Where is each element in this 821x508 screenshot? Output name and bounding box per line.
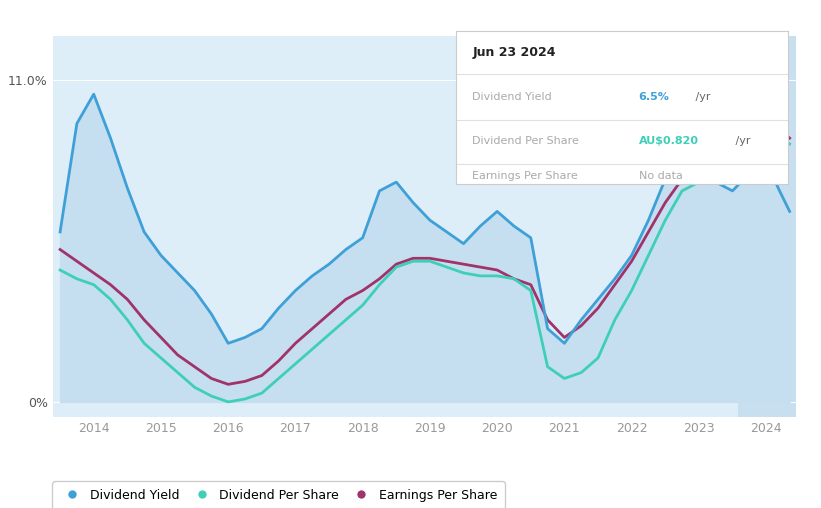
Text: Dividend Yield: Dividend Yield xyxy=(472,92,552,102)
Text: Jun 23 2024: Jun 23 2024 xyxy=(472,46,556,59)
Text: No data: No data xyxy=(639,171,682,181)
Text: /yr: /yr xyxy=(732,136,750,146)
Text: Earnings Per Share: Earnings Per Share xyxy=(472,171,578,181)
Text: 6.5%: 6.5% xyxy=(639,92,669,102)
Text: AU$0.820: AU$0.820 xyxy=(639,136,699,146)
Text: Dividend Per Share: Dividend Per Share xyxy=(472,136,579,146)
Text: /yr: /yr xyxy=(692,92,710,102)
Text: Past: Past xyxy=(741,79,766,92)
Bar xyxy=(738,36,810,417)
Legend: Dividend Yield, Dividend Per Share, Earnings Per Share: Dividend Yield, Dividend Per Share, Earn… xyxy=(53,482,505,508)
